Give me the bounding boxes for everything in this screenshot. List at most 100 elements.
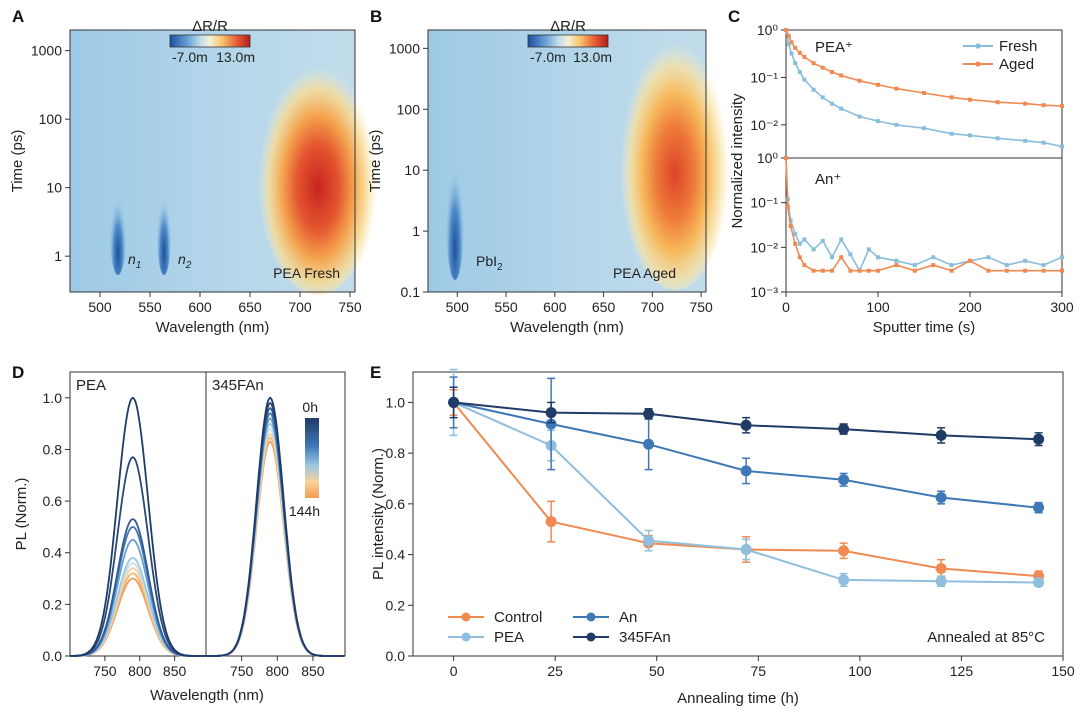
- data-point-control: [838, 545, 850, 557]
- data-point-fresh: [968, 133, 972, 138]
- data-point-fresh: [986, 255, 991, 260]
- data-point-aged: [820, 268, 825, 273]
- axes-e: 0 25 50 75 100 125 150 0.0 0.2 0.4 0.6 0.8 1.0 Anneal…: [370, 368, 1075, 707]
- panel-label-e: E: [370, 363, 381, 382]
- colorbar-b-min: -7.0m: [530, 49, 566, 65]
- data-point-an: [935, 492, 947, 504]
- data-point-pea: [740, 544, 752, 555]
- axes-c-frame: [785, 157, 1063, 293]
- axes-d-ytick-label: 0.2: [43, 596, 63, 612]
- pl-spectrum-pea: [70, 396, 206, 657]
- axes-a-ytick-label: 1: [54, 248, 62, 264]
- heatmap-a-n1-feature: [109, 165, 127, 275]
- data-point-fresh: [894, 258, 899, 263]
- data-point-345fan: [838, 423, 850, 435]
- annotation-n1: n1: [128, 251, 141, 271]
- axes-c-xtick-label: 100: [866, 299, 890, 315]
- axes-b-xtick-label: 750: [689, 299, 713, 315]
- data-point-fresh: [1023, 138, 1028, 143]
- data-point-pea: [643, 535, 655, 547]
- annotation-pea-aged: PEA Aged: [613, 265, 676, 281]
- data-point-fresh: [839, 106, 844, 111]
- colorbar-a-max: 13.0m: [216, 49, 255, 65]
- axes-a-ytick-label: 100: [39, 111, 63, 127]
- pl-spectrum-345fan: [206, 427, 345, 657]
- data-point-aged: [1004, 268, 1009, 273]
- data-point-aged: [949, 268, 954, 273]
- legend-e-pea-marker: [461, 632, 471, 642]
- axes-b: 500 550 600 650 700 750 0.1 1 10 100 1000 Wavelengt…: [367, 40, 713, 336]
- data-point-aged: [894, 263, 899, 268]
- data-point-fresh: [1041, 140, 1046, 145]
- data-point-aged: [830, 70, 834, 75]
- axes-c-ylabel: Normalized intensity: [729, 93, 746, 229]
- axes-b-ylabel: Time (ps): [367, 130, 384, 193]
- data-point-fresh: [793, 61, 798, 66]
- panel-label-d: D: [12, 363, 24, 382]
- data-point-aged: [1023, 268, 1028, 273]
- panel-c: C 10⁰ 10⁻¹ 10⁻² 10⁰ 10⁻¹ 10⁻² 10⁻³0 100 200 300 Sp…: [728, 7, 1074, 336]
- series-line-aged: [785, 157, 1062, 272]
- data-point-aged: [968, 97, 972, 102]
- axes-d-ytick-label: 0.8: [43, 441, 63, 457]
- data-point-an: [740, 465, 752, 477]
- axes-e-xtick-label: 75: [751, 663, 767, 679]
- axes-b-xtick-label: 700: [641, 299, 665, 315]
- pl-spectrum-pea: [70, 538, 206, 657]
- colorbar-a: [169, 34, 251, 48]
- axes-c: 10⁰ 10⁻¹ 10⁻² 10⁰ 10⁻¹ 10⁻² 10⁻³0 100 200 300 Sput…: [729, 22, 1074, 336]
- data-point-aged: [995, 100, 1000, 105]
- data-point-fresh: [931, 255, 936, 260]
- legend-e-345fan-marker: [586, 632, 596, 642]
- axes-d-ytick-label: 1.0: [43, 390, 63, 406]
- data-point-fresh: [830, 101, 834, 106]
- data-point-fresh: [857, 114, 862, 119]
- data-point-fresh: [1041, 263, 1046, 268]
- legend-c-aged-marker: [975, 61, 981, 67]
- axes-c-ytick-label: 10⁻¹: [750, 195, 778, 211]
- panel-e: E 0 25 50 75 100 125 150 0.0 0.2 0.4 0.6 0.8 1.0 Anne…: [370, 363, 1075, 707]
- axes-b-ytick-label: 100: [397, 101, 421, 117]
- data-point-fresh: [876, 255, 880, 260]
- axes-e-xtick-label: 25: [547, 663, 563, 679]
- data-point-aged: [811, 61, 816, 66]
- axes-c-ytick-label: 10⁻³: [750, 284, 778, 300]
- annotation-n2: n2: [178, 251, 192, 271]
- data-point-pea: [1033, 576, 1045, 588]
- data-point-fresh: [830, 255, 834, 260]
- data-point-fresh: [995, 136, 1000, 141]
- axes-e-ytick-label: 0.0: [386, 648, 406, 664]
- data-point-an: [643, 438, 655, 450]
- data-point-fresh: [848, 252, 853, 257]
- axes-b-xtick-label: 650: [592, 299, 616, 315]
- data-point-fresh: [788, 218, 793, 223]
- subplot-c1-label: PEA⁺: [815, 39, 853, 56]
- data-point-fresh: [1060, 255, 1064, 260]
- data-point-aged: [1060, 103, 1064, 108]
- heatmap-a-hot-region: [258, 55, 378, 295]
- axes-b-ytick-label: 0.1: [401, 284, 421, 300]
- colorbar-b: [527, 34, 609, 48]
- data-point-345fan: [448, 396, 460, 408]
- data-point-aged: [788, 224, 793, 229]
- panel-b: B 500 550 600 650 700 750 0.1 1 10 100 1000 Wavelen…: [367, 7, 730, 336]
- annotation-pbi2: PbI2: [476, 253, 503, 273]
- pl-spectrum-345fan: [206, 432, 345, 657]
- data-point-pea: [838, 574, 850, 586]
- axes-e-ytick-label: 0.4: [386, 547, 406, 563]
- data-point-aged: [797, 255, 802, 260]
- data-point-fresh: [1004, 263, 1009, 268]
- pl-spectrum-pea: [69, 456, 206, 657]
- panel-a: A 500 550 600 650 700 750 1 10 100 1000 Wavelength…: [9, 7, 378, 336]
- subplot-c2-label: An⁺: [815, 171, 841, 188]
- axes-e-xtick-label: 50: [649, 663, 665, 679]
- data-point-fresh: [949, 131, 954, 136]
- annotation-annealed: Annealed at 85°C: [927, 629, 1045, 646]
- data-point-aged: [922, 90, 926, 95]
- data-point-aged: [866, 268, 871, 273]
- data-point-aged: [839, 73, 844, 78]
- data-point-aged: [931, 263, 936, 268]
- axes-b-ytick-label: 1: [412, 223, 420, 239]
- axes-a-xtick-label: 750: [338, 299, 362, 315]
